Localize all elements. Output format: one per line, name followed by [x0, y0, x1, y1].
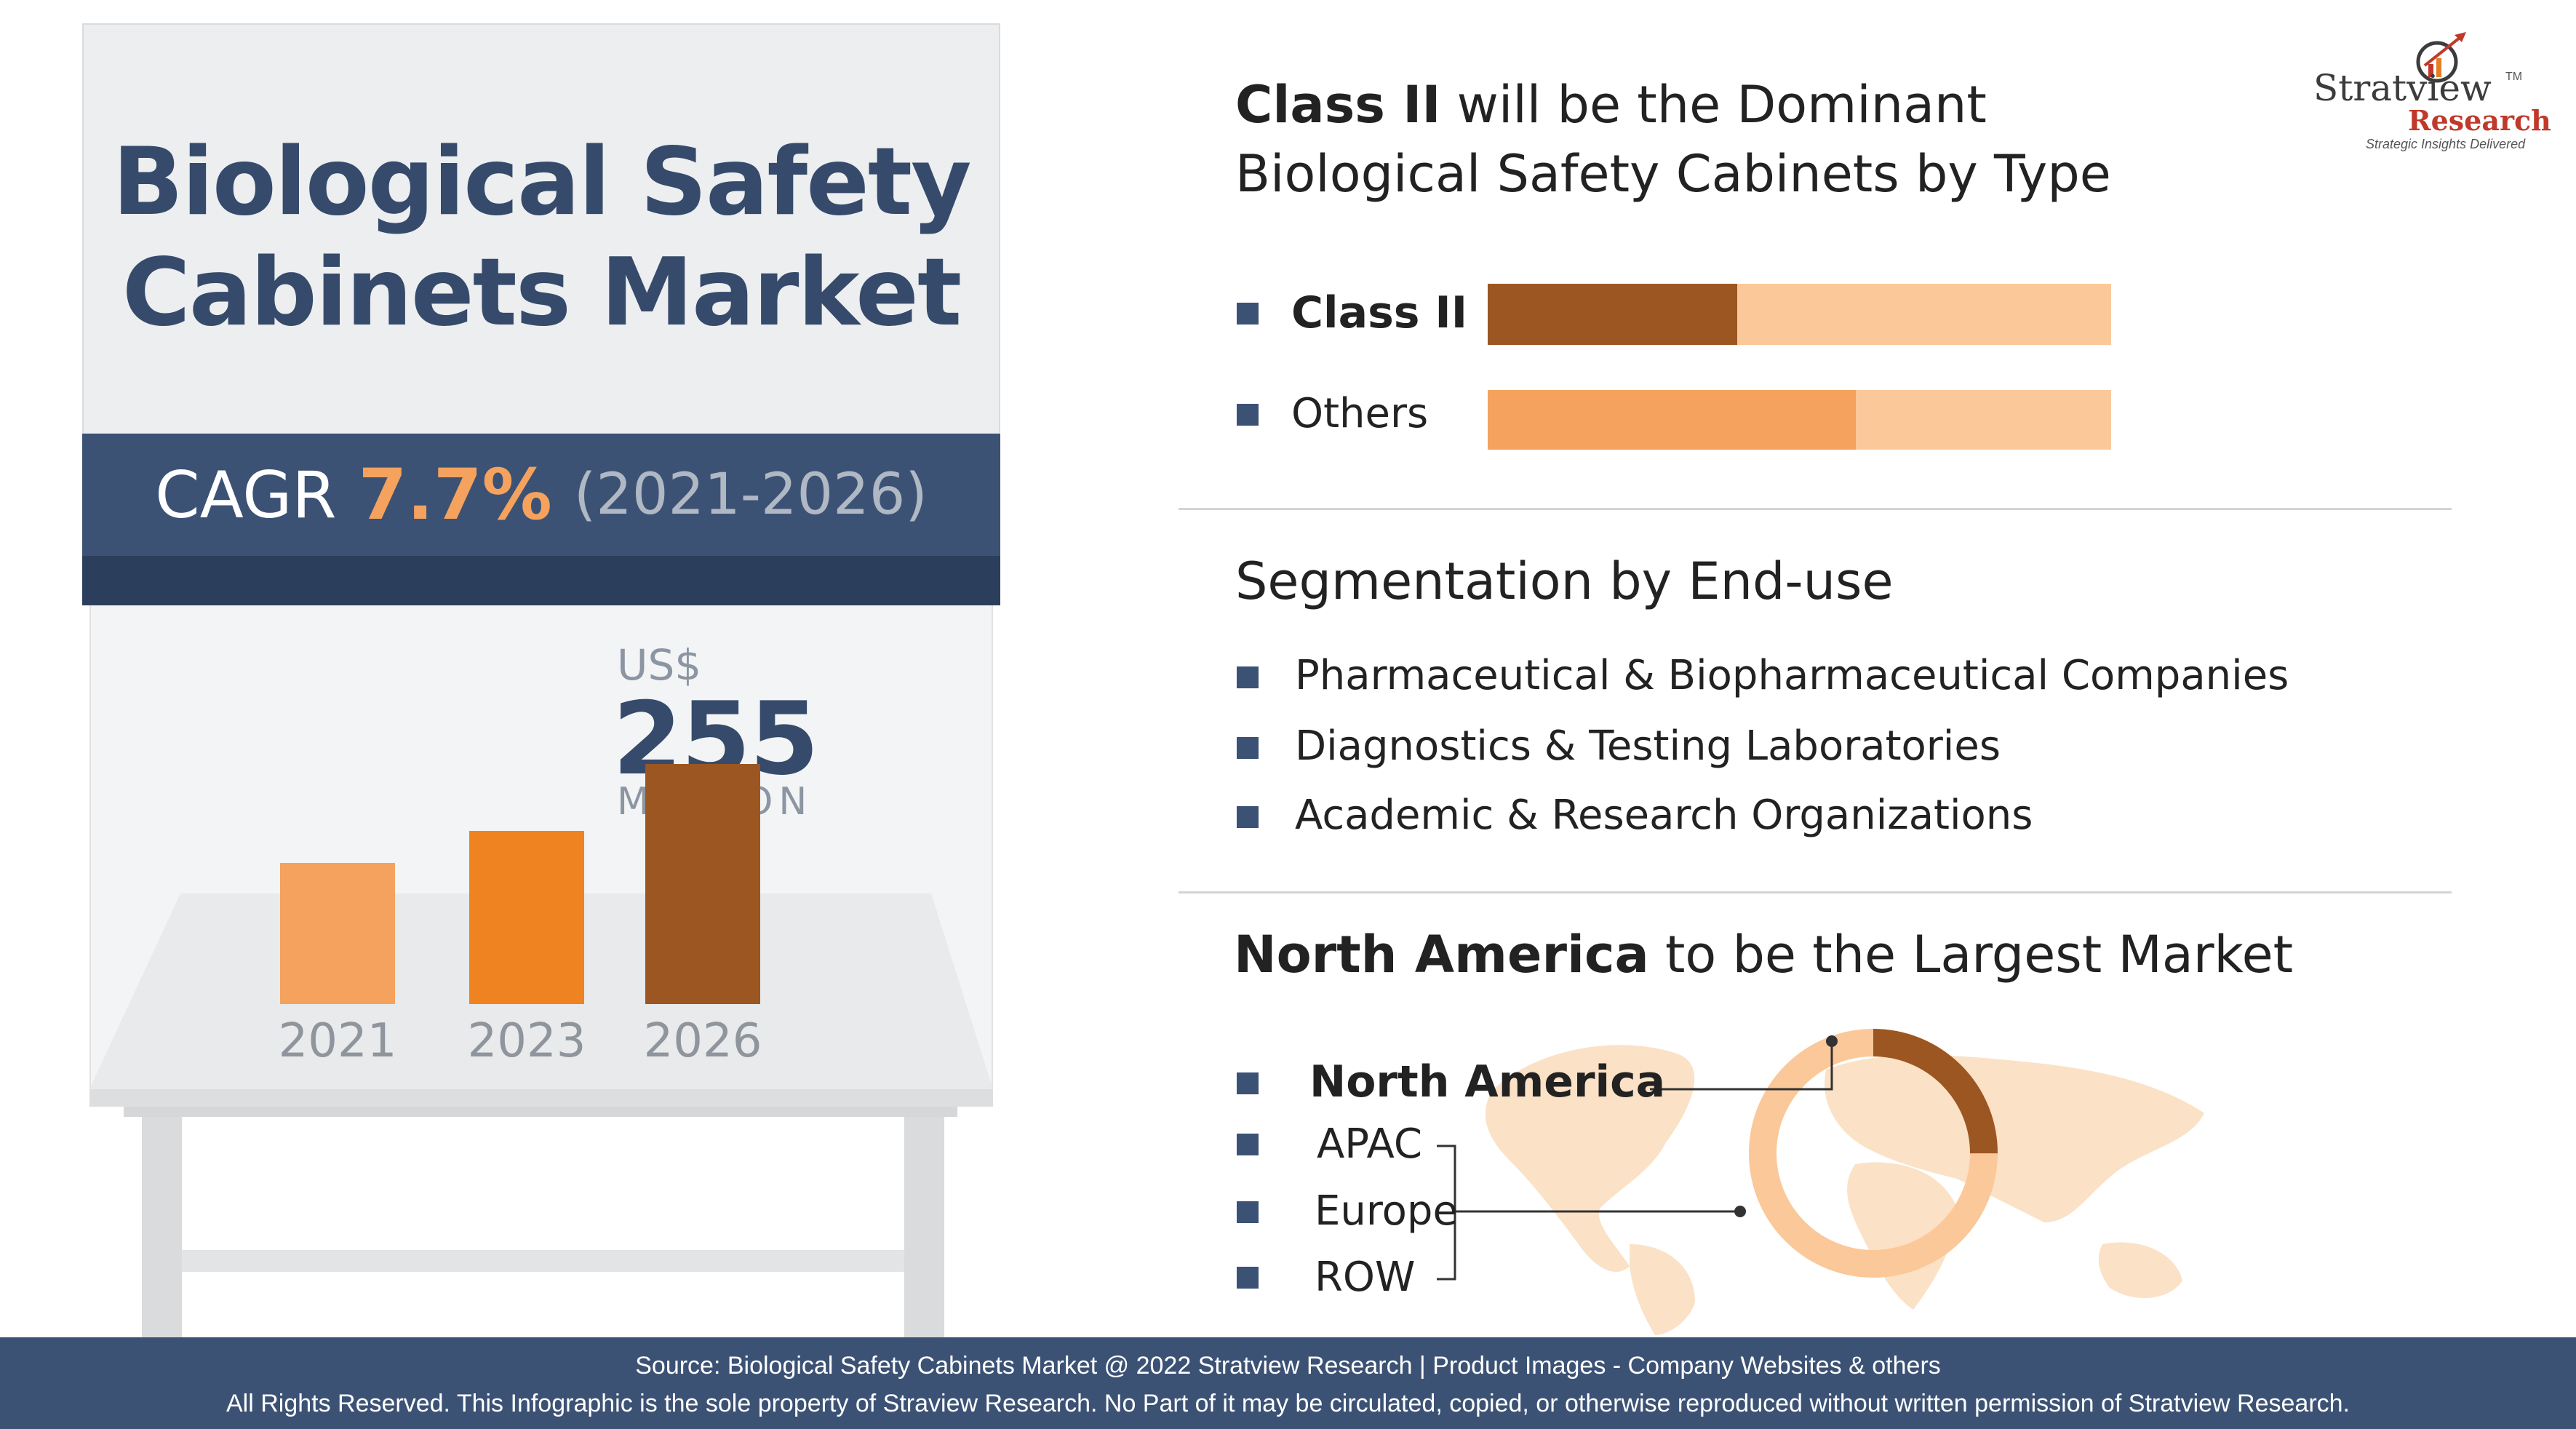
market-bar-2021 — [280, 863, 395, 1004]
region-heading-rest: to be the Largest Market — [1648, 925, 2294, 984]
cagr-line: CAGR 7.7% (2021-2026) — [82, 434, 1000, 556]
type-bar-others — [1488, 390, 2111, 450]
footer-band — [0, 1337, 2576, 1429]
bullet-marker — [1237, 1201, 1259, 1223]
logo-ring — [2416, 41, 2458, 83]
enduse-heading: Segmentation by End-use — [1235, 552, 1894, 611]
bullet-marker — [1237, 404, 1259, 426]
market-currency: US$ — [617, 640, 702, 690]
map-eurasia — [1825, 1055, 2204, 1222]
region-item-apac: APAC — [1317, 1120, 1422, 1168]
cagr-label: CAGR — [155, 457, 337, 533]
type-item-class-ii: Class II — [1291, 287, 1468, 338]
enduse-item: Diagnostics & Testing Laboratories — [1295, 723, 2001, 770]
logo-research: Research — [2408, 104, 2551, 137]
type-heading: Class II will be the Dominant Biological… — [1235, 71, 2111, 209]
logo-bar — [2436, 58, 2441, 77]
logo-bar — [2428, 64, 2433, 77]
market-bar-year-label: 2023 — [467, 1014, 586, 1068]
infographic-title: Biological Safety Cabinets Market — [82, 127, 1000, 349]
type-bar-fill — [1488, 284, 1737, 345]
market-bar-2026 — [645, 764, 760, 1004]
enduse-item: Pharmaceutical & Biopharmaceutical Compa… — [1295, 652, 2289, 699]
type-item-others: Others — [1291, 390, 1429, 437]
map-south-america — [1630, 1244, 1695, 1335]
table-leg-right — [904, 1117, 944, 1337]
cagr-band — [82, 434, 1000, 556]
bullet-marker — [1237, 1134, 1259, 1155]
section-divider — [1179, 891, 2452, 893]
logo-tagline: Strategic Insights Delivered — [2366, 137, 2526, 151]
world-map-illustration — [1485, 1045, 2204, 1335]
bullet-marker — [1237, 303, 1259, 325]
footer-source: Source: Biological Safety Cabinets Marke… — [635, 1352, 1941, 1380]
region-heading: North America to be the Largest Market — [1234, 920, 2293, 990]
logo-trademark: TM — [2505, 71, 2523, 83]
region-heading-bold: North America — [1234, 925, 1649, 984]
type-bar-fill — [1488, 390, 1856, 450]
donut-highlight-segment — [1749, 1029, 1998, 1278]
bullet-marker — [1237, 806, 1259, 828]
logo-arrow — [2423, 33, 2465, 67]
connector-north-america — [1650, 1041, 1833, 1091]
region-item-north-america: North America — [1309, 1056, 1666, 1107]
bullet-marker — [1237, 1072, 1259, 1094]
region-donut — [1749, 1029, 1998, 1278]
type-heading-rest: will be the Dominant — [1440, 75, 1987, 135]
cagr-value: 7.7% — [358, 454, 552, 536]
region-item-row: ROW — [1315, 1254, 1416, 1301]
table-apron — [124, 1107, 957, 1117]
footer-rights: All Rights Reserved. This Infographic is… — [226, 1390, 2350, 1417]
connector-dot — [1734, 1206, 1746, 1217]
map-australia — [2098, 1242, 2182, 1298]
bullet-marker — [1237, 737, 1259, 759]
logo-name: Stratview — [2313, 67, 2492, 109]
table-rail — [182, 1250, 904, 1272]
cagr-band-shadow — [82, 556, 1000, 605]
market-bar-2023 — [469, 831, 584, 1004]
title-panel — [82, 23, 1000, 434]
enduse-item: Academic & Research Organizations — [1295, 792, 2033, 839]
type-bar-class-ii — [1488, 284, 2111, 345]
table-edge — [89, 1089, 993, 1107]
market-bar-year-label: 2026 — [643, 1014, 762, 1068]
market-bar-year-label: 2021 — [278, 1014, 397, 1068]
bullet-marker — [1237, 666, 1259, 688]
section-divider — [1179, 508, 2452, 510]
connector-dot — [1826, 1035, 1838, 1047]
map-africa — [1847, 1162, 1957, 1310]
title-line-2: Cabinets Market — [121, 239, 962, 347]
title-line-1: Biological Safety — [112, 128, 971, 236]
bullet-marker — [1237, 1267, 1259, 1289]
table-leg-left — [142, 1117, 182, 1337]
type-heading-line2: Biological Safety Cabinets by Type — [1235, 144, 2111, 204]
map-north-america — [1485, 1045, 1695, 1273]
stratview-logo-icon — [2416, 32, 2466, 83]
cagr-period: (2021-2026) — [573, 462, 928, 528]
logo-arrowhead — [2455, 32, 2466, 42]
type-heading-bold: Class II — [1235, 75, 1441, 135]
region-item-europe: Europe — [1315, 1187, 1458, 1235]
